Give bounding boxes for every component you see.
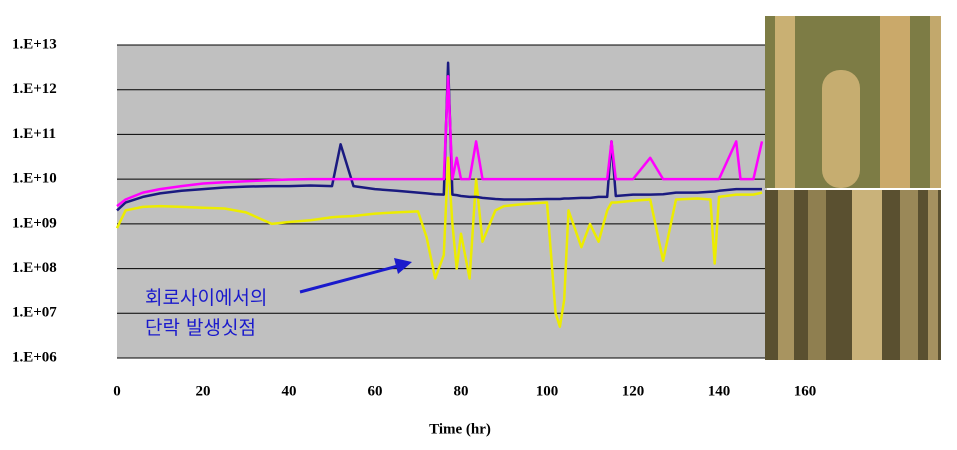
series-line [116,75,764,208]
annotation: 회로사이에서의 [145,287,267,309]
x-tick-label: 120 [622,383,645,399]
y-tick-label: 1.E+13 [12,36,57,52]
series-line [116,61,762,212]
x-tick-label: 160 [794,383,817,399]
x-tick-label: 60 [368,383,383,399]
x-axis-title: Time (hr) [429,421,491,437]
photo-top [765,16,941,188]
y-tick-label: 1.E+06 [12,349,57,365]
x-tick-label: 80 [454,383,469,399]
y-tick-label: 1.E+11 [12,126,56,142]
y-tick-label: 1.E+09 [12,215,57,231]
y-tick-label: 1.E+07 [12,305,57,321]
series-line [115,156,763,328]
x-tick-label: 40 [282,383,297,399]
y-tick-label: 1.E+12 [12,81,57,97]
x-tick-label: 140 [708,383,731,399]
annotation-arrow [299,258,412,294]
plot-area [117,45,767,358]
x-tick-label: 0 [113,383,121,399]
y-tick-label: 1.E+08 [12,260,57,276]
x-tick-label: 100 [536,383,559,399]
x-tick-label: 20 [196,383,211,399]
annotation: 단락 발생싯점 [145,317,256,339]
y-tick-label: 1.E+10 [12,171,57,187]
photo-bottom [765,190,941,360]
